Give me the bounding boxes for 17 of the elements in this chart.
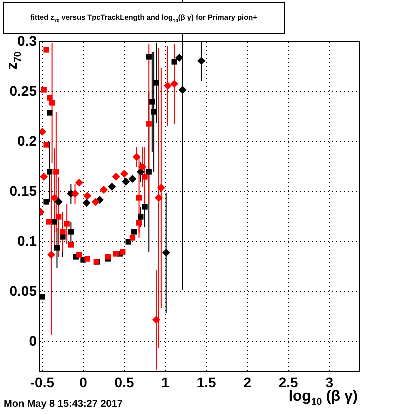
x-tick-label: 1 (162, 374, 170, 390)
x-tick-label: 1.5 (196, 374, 217, 390)
x-tick-label: 3 (326, 374, 334, 390)
x-tick-label: 2 (244, 374, 252, 390)
text: Mon May 8 15:43:27 2017 (4, 399, 123, 410)
y-tick-label: 0.25 (10, 82, 38, 99)
y-tick-label: 0.3 (18, 32, 38, 49)
y-tick-label: 0 (29, 332, 38, 349)
x-tick-label: -0.5 (30, 374, 55, 390)
x-tick-label: 0 (80, 374, 88, 390)
x-tick-label: 2.5 (278, 374, 299, 390)
y-tick-label: 0.05 (10, 282, 38, 299)
x-axis-title: log$_{10}$ (β γ) (288, 388, 358, 408)
y-tick-label: 0.15 (10, 182, 38, 199)
y-tick-label: 0.2 (18, 132, 38, 149)
x-tick-label: 0.5 (114, 374, 134, 390)
y-tick-label: 0.1 (18, 232, 38, 249)
